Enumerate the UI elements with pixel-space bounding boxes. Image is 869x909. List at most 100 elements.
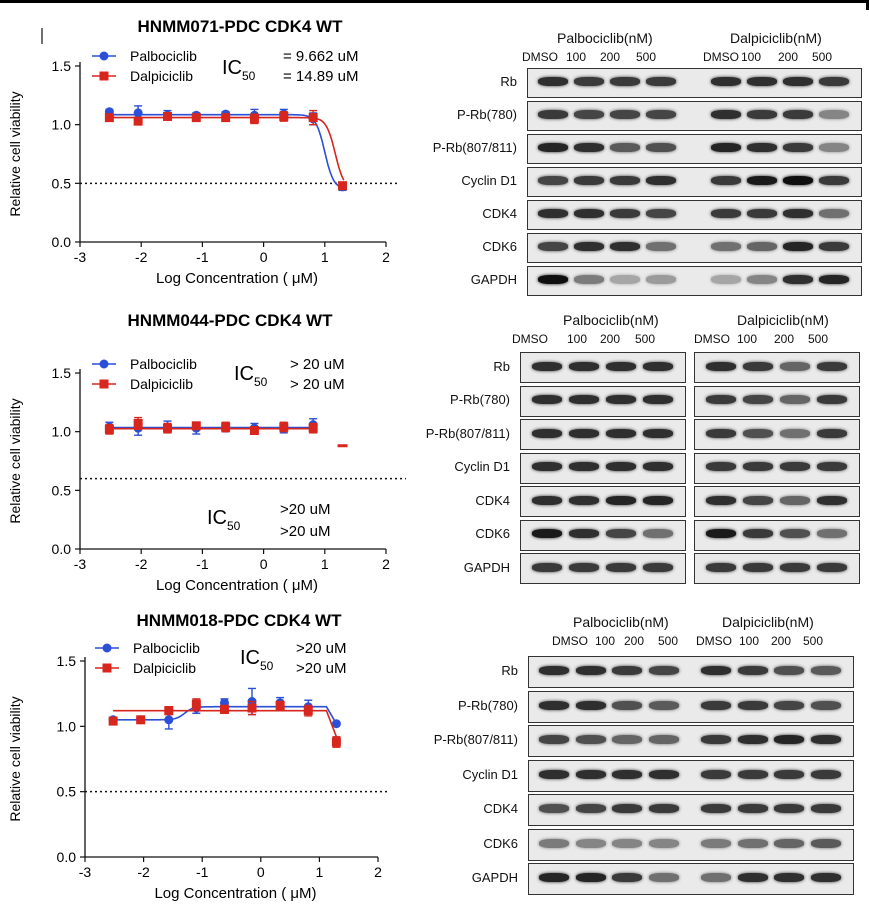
blot-band	[819, 242, 849, 251]
x-tick-label: -3	[74, 249, 87, 265]
blot-band	[612, 769, 643, 779]
y-tick-label: 0.5	[52, 482, 72, 498]
blot-band	[816, 495, 847, 505]
y-axis-label: Relative cell viability	[7, 398, 23, 523]
legend-label: Palbociclib	[130, 48, 197, 64]
data-point-dalpiciclib	[108, 716, 118, 726]
blot-band	[747, 275, 777, 284]
x-axis-label: Log Concentration ( μM)	[156, 577, 318, 594]
legend-label: Dalpiciclib	[133, 660, 196, 676]
blot-band	[568, 462, 599, 471]
lane-label: 100	[737, 332, 758, 346]
blot-band	[747, 176, 777, 185]
data-point-dalpiciclib	[104, 113, 114, 123]
x-tick-label: -2	[135, 249, 148, 265]
legend-marker	[99, 71, 109, 81]
blot-group-title: Dalpiciclib(nM)	[737, 312, 829, 328]
lane-label: 200	[600, 50, 621, 64]
blot-band	[538, 242, 568, 251]
blot-row-label: P-Rb(780)	[457, 107, 517, 122]
x-tick-label: -3	[74, 556, 87, 572]
blot-band	[779, 562, 810, 572]
ic50-value-dalpiciclib: = 14.89 uM	[283, 68, 358, 85]
blot-band	[810, 666, 841, 675]
blot-band	[783, 176, 813, 185]
x-tick-label: -2	[135, 556, 148, 572]
chart-title: HNMM018-PDC CDK4 WT	[137, 611, 343, 630]
data-point-dalpiciclib	[191, 699, 201, 709]
data-point-palbociclib	[331, 719, 341, 729]
blot-band	[539, 700, 570, 710]
x-axis-label: Log Concentration ( μM)	[154, 885, 316, 902]
lane-label: 500	[803, 634, 824, 648]
lane-label: 500	[635, 332, 656, 346]
ic50-label: IC50	[234, 363, 268, 389]
x-tick-label: -3	[79, 864, 92, 880]
data-point-dalpiciclib	[191, 113, 201, 123]
ic50-value-palbociclib: > 20 uM	[290, 356, 345, 373]
blot-band	[605, 361, 636, 371]
blot-band	[810, 838, 841, 848]
blot-band	[742, 361, 773, 371]
legend-label: Dalpiciclib	[130, 68, 193, 84]
blot-band	[574, 275, 604, 284]
blot-band	[575, 735, 606, 744]
blot-band	[737, 873, 768, 882]
blot-band	[612, 700, 643, 710]
blot-band	[810, 735, 841, 744]
lane-label: 200	[774, 332, 795, 346]
blot-band	[701, 838, 732, 848]
blot-band	[612, 735, 643, 744]
blot-band	[742, 395, 773, 404]
lane-label: 500	[812, 50, 833, 64]
ic50-inner-dalpiciclib: >20 uM	[280, 523, 330, 540]
blot-band	[737, 769, 768, 779]
legend-marker	[102, 643, 112, 653]
blot-group-title: Dalpiciclib(nM)	[730, 30, 822, 46]
blot-band	[819, 143, 849, 152]
y-tick-label: 1.0	[57, 718, 77, 734]
blot-row-label: GAPDH	[471, 870, 518, 885]
blot-band	[539, 735, 570, 744]
legend-marker	[99, 51, 109, 61]
blot-band	[774, 804, 805, 813]
blot-band	[642, 395, 673, 404]
blot-band	[612, 873, 643, 882]
lane-label: DMSO	[703, 50, 739, 64]
blot-row-label: P-Rb(780)	[458, 697, 518, 713]
x-tick-label: 1	[321, 556, 329, 572]
blot-band	[648, 700, 679, 710]
blot-band	[774, 666, 805, 675]
blot-band	[779, 428, 810, 438]
blot-band	[642, 562, 673, 572]
ic50-value-palbociclib: >20 uM	[296, 640, 346, 657]
blot-band	[783, 143, 813, 152]
blot-band	[575, 838, 606, 848]
data-point-dalpiciclib	[104, 424, 114, 434]
blot-band	[819, 176, 849, 185]
blot-band	[705, 495, 736, 505]
blot-band	[568, 529, 599, 538]
blot-band	[646, 110, 676, 119]
fit-curve-palbociclib	[109, 113, 345, 189]
ic50-label: IC50	[240, 647, 274, 673]
blot-group-title: Palbociclib(nM)	[573, 614, 669, 630]
blot-band	[539, 666, 570, 675]
blot-band	[701, 735, 732, 744]
blot-band	[568, 562, 599, 572]
blot-row-label: Cyclin D1	[454, 459, 510, 474]
legend-label: Dalpiciclib	[130, 376, 193, 392]
blot-row-label: CDK4	[482, 206, 517, 221]
blot-band	[646, 209, 676, 218]
blot-row-label: CDK6	[475, 526, 510, 541]
blot-band	[705, 462, 736, 471]
blot-band	[711, 242, 741, 251]
lane-label: 500	[658, 634, 679, 648]
data-point-dalpiciclib	[308, 113, 318, 123]
lane-label: 200	[624, 634, 645, 648]
blot-band	[816, 529, 847, 538]
blot-band	[819, 275, 849, 284]
blot-row-label: CDK6	[483, 835, 518, 851]
blot-band	[574, 110, 604, 119]
y-axis-label: Relative cell viability	[7, 696, 23, 821]
